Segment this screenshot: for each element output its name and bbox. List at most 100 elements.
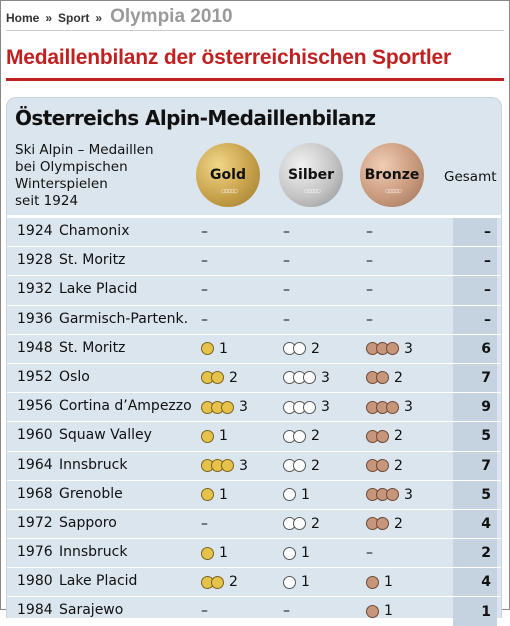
bronze-medal-icon: Bronze ○○○○○ <box>360 143 424 207</box>
gold-count: 1 <box>219 545 228 562</box>
medal-table-card: Österreichs Alpin-Medaillenbilanz Ski Al… <box>6 97 502 626</box>
host-city-cell: Grenoble <box>59 485 123 502</box>
total-cell: 7 <box>453 451 497 480</box>
host-city-cell: Lake Placid <box>59 281 138 298</box>
bronze-count-cell: – <box>366 312 373 328</box>
total-cell: 1 <box>453 597 497 626</box>
silver-count: 2 <box>311 340 320 357</box>
table-row: 1972 Sapporo – 2 2 4 <box>7 508 501 539</box>
host-city-cell: Innsbruck <box>59 456 128 473</box>
gold-medal-icon: Gold ○○○○○ <box>196 143 260 207</box>
silver-medal-icon <box>293 342 306 356</box>
silver-count-cell: – <box>283 224 290 240</box>
table-row: 1948 St. Moritz 1 2 3 6 <box>7 333 501 363</box>
host-city-cell: Lake Placid <box>59 573 138 590</box>
gold-count-cell: 1 <box>201 428 228 444</box>
year-cell: 1932 <box>17 281 53 298</box>
dash: – <box>283 282 290 299</box>
total-cell: 5 <box>453 422 497 451</box>
host-city-cell: Squaw Valley <box>59 427 152 444</box>
total-cell: 9 <box>453 393 497 422</box>
silver-count: 1 <box>301 574 310 591</box>
total-cell: – <box>453 247 497 276</box>
table-row: 1984 Sarajewo – – 1 1 <box>7 596 501 626</box>
host-city-cell: Cortina d’Ampezzo <box>59 398 192 415</box>
description-line: Ski Alpin – Medaillen <box>15 142 154 158</box>
host-city-cell: Oslo <box>59 368 90 385</box>
description-line: seit 1924 <box>15 193 79 209</box>
bronze-medal-icon <box>376 429 389 443</box>
breadcrumb-separator: » <box>95 11 103 25</box>
host-city-cell: Chamonix <box>59 223 130 239</box>
gold-count: 3 <box>239 399 248 416</box>
bronze-count: 3 <box>404 486 413 503</box>
dash: – <box>366 253 373 270</box>
silver-count: 2 <box>311 457 320 474</box>
bronze-count-cell: 2 <box>366 428 403 444</box>
bronze-medal-icon <box>366 604 379 618</box>
gold-count-cell: – <box>201 603 208 619</box>
gold-count-cell: 2 <box>201 370 238 386</box>
total-cell: – <box>453 276 497 305</box>
year-cell: 1980 <box>17 573 53 590</box>
total-column-header: Gesamt <box>444 169 497 185</box>
bronze-medal-icon <box>366 575 379 589</box>
year-cell: 1976 <box>17 544 53 561</box>
dash: – <box>201 253 208 270</box>
dash: – <box>283 311 290 328</box>
dash: – <box>366 545 373 562</box>
silver-count-cell: 1 <box>283 487 310 503</box>
page-title: Medaillenbilanz der österreichischen Spo… <box>6 46 451 69</box>
year-cell: 1964 <box>17 456 53 473</box>
bronze-count-cell: 1 <box>366 574 393 590</box>
gold-medal-icon <box>211 371 224 385</box>
silver-count-cell: 1 <box>283 574 310 590</box>
breadcrumb-sport-link[interactable]: Sport <box>58 11 90 25</box>
bronze-medal-icon <box>376 459 389 472</box>
bronze-count-cell: 3 <box>366 399 413 415</box>
gold-count-cell: 3 <box>201 458 248 474</box>
dash: – <box>366 282 373 299</box>
description-line: Winterspielen <box>15 176 108 192</box>
host-city-cell: St. Moritz <box>59 339 126 356</box>
card-title: Österreichs Alpin-Medaillenbilanz <box>15 106 376 130</box>
silver-count-cell: 2 <box>283 341 320 357</box>
breadcrumb-home-link[interactable]: Home <box>6 11 40 25</box>
bronze-count-cell: – <box>366 253 373 269</box>
gold-count-cell: 1 <box>201 341 228 357</box>
bronze-medal-icon <box>386 488 399 502</box>
gold-column-header: Gold <box>210 167 246 183</box>
table-row: 1928 St. Moritz – – – – <box>7 246 501 276</box>
host-city-cell: Garmisch-Partenk. <box>59 310 189 327</box>
year-cell: 1956 <box>17 398 53 415</box>
silver-count-cell: 2 <box>283 458 320 474</box>
table-row: 1932 Lake Placid – – – – <box>7 275 501 305</box>
dash: – <box>201 311 208 328</box>
olympic-rings-icon: ○○○○○ <box>220 186 238 197</box>
table-row: 1960 Squaw Valley 1 2 2 5 <box>7 421 501 451</box>
bronze-count: 3 <box>404 340 413 357</box>
bronze-count-cell: 2 <box>366 516 403 532</box>
gold-count-cell: – <box>201 282 208 298</box>
silver-medal-icon <box>283 546 296 560</box>
host-city-cell: St. Moritz <box>59 252 126 269</box>
silver-count-cell: 1 <box>283 545 310 561</box>
gold-count: 1 <box>219 428 228 445</box>
table-row: 1924 Chamonix – – – – <box>7 215 501 247</box>
year-cell: 1936 <box>17 310 53 327</box>
bronze-medal-icon <box>386 342 399 356</box>
gold-count: 3 <box>239 457 248 474</box>
gold-count-cell: – <box>201 253 208 269</box>
table-row: 1976 Innsbruck 1 1 – 2 <box>7 538 501 568</box>
bronze-medal-icon <box>386 400 399 414</box>
gold-medal-icon <box>201 342 214 356</box>
description-line: bei Olympischen <box>15 159 128 175</box>
silver-count-cell: – <box>283 282 290 298</box>
total-cell: 7 <box>453 363 497 393</box>
silver-count-cell: – <box>283 253 290 269</box>
title-underline <box>6 78 504 81</box>
silver-medal-icon <box>303 400 316 414</box>
breadcrumb-separator: » <box>45 11 53 25</box>
bronze-count: 2 <box>394 457 403 474</box>
total-cell: 6 <box>453 334 497 363</box>
